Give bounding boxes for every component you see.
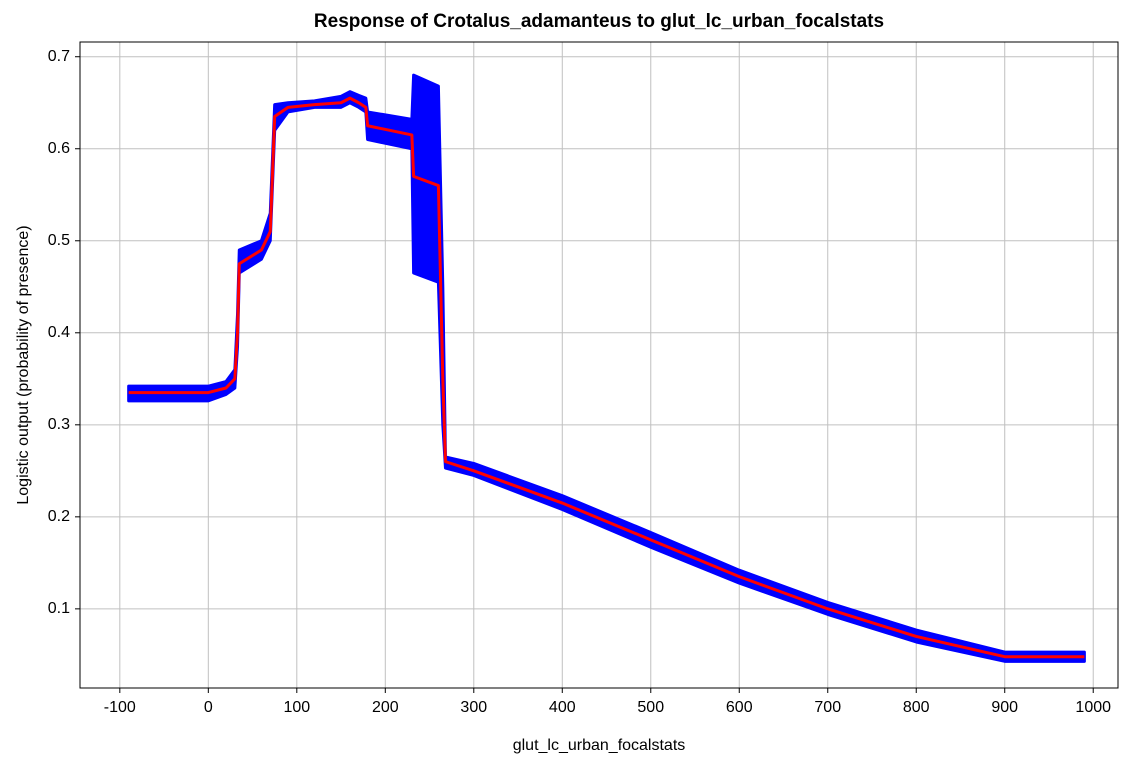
y-tick-label: 0.3	[48, 416, 70, 433]
y-tick-label: 0.6	[48, 140, 70, 157]
x-tick-label: 600	[726, 699, 753, 716]
y-tick-label: 0.7	[48, 48, 70, 65]
x-tick-label: 300	[460, 699, 487, 716]
chart-title: Response of Crotalus_adamanteus to glut_…	[314, 11, 884, 32]
y-axis-label: Logistic output (probability of presence…	[15, 225, 32, 504]
x-tick-label: 400	[549, 699, 576, 716]
x-tick-label: 100	[283, 699, 310, 716]
x-tick-label: 800	[903, 699, 930, 716]
x-tick-label: 0	[204, 699, 213, 716]
y-tick-label: 0.5	[48, 232, 70, 249]
x-tick-label: 500	[637, 699, 664, 716]
y-tick-label: 0.1	[48, 600, 70, 617]
x-tick-label: 900	[991, 699, 1018, 716]
x-tick-label: 1000	[1075, 699, 1111, 716]
x-axis-label: glut_lc_urban_focalstats	[513, 737, 686, 754]
response-line	[128, 96, 1085, 659]
confidence-band	[127, 73, 1086, 663]
plot-frame	[79, 41, 1119, 689]
y-tick-label: 0.2	[48, 508, 70, 525]
y-tick-label: 0.4	[48, 324, 70, 341]
x-tick-label: -100	[104, 699, 136, 716]
x-tick-label: 700	[814, 699, 841, 716]
x-tick-label: 200	[372, 699, 399, 716]
